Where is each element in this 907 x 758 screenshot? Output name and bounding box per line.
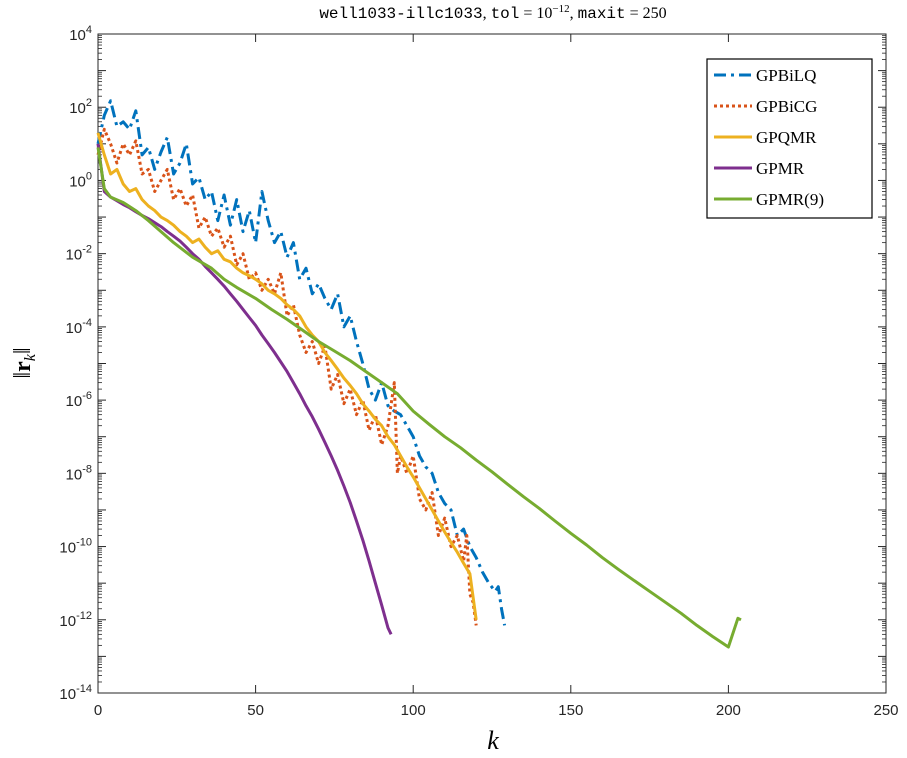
x-tick-label: 50 (247, 702, 264, 719)
title-tol-exp: −12 (552, 3, 569, 15)
y-tick-label: 10-14 (59, 683, 92, 703)
y-tick-label: 10-8 (66, 463, 92, 483)
title-sep1: , (483, 5, 491, 22)
y-tick-label: 10-12 (59, 610, 92, 630)
y-tick-label: 104 (69, 24, 92, 44)
legend: GPBiLQ GPBiCG GPQMR GPMR GPMR(9) (706, 58, 873, 219)
legend-label: GPBiLQ (756, 66, 816, 85)
x-axis-label: k (487, 726, 499, 755)
legend-label: GPMR(9) (756, 190, 824, 209)
y-axis-label-sub: k (22, 353, 39, 361)
title-tol-name: tol (491, 5, 520, 23)
series-line-gpqmr (96, 132, 478, 621)
title-sep2: , (570, 5, 578, 22)
y-tick-label: 10-2 (66, 244, 92, 264)
y-axis-label-close: ‖ (10, 347, 36, 354)
y-tick-labels: 104 102 100 10-2 10-4 10-6 10-8 10-10 10-12 10-14 (59, 24, 92, 703)
series-line-gpmr-9 (96, 147, 742, 649)
chart-title: well1033-illc1033, tol = 10−12, maxit = … (319, 3, 666, 23)
x-tick-label: 200 (716, 702, 741, 719)
legend-label: GPQMR (756, 128, 817, 147)
x-tick-labels: 0 50 100 150 200 250 (94, 702, 899, 719)
series-line-gpbilq (96, 99, 507, 626)
title-matrix: well1033-illc1033 (319, 5, 482, 23)
x-tick-label: 150 (558, 702, 583, 719)
y-tick-label: 10-10 (59, 537, 92, 557)
y-axis-label: ‖rk‖ (10, 347, 39, 378)
y-tick-label: 10-4 (66, 317, 92, 337)
title-maxit-name: maxit (578, 5, 626, 23)
y-tick-label: 102 (69, 97, 92, 117)
series-line-gpbicg (96, 127, 478, 626)
y-tick-label: 100 (69, 170, 92, 190)
y-tick-label: 10-6 (66, 390, 92, 410)
x-tick-label: 250 (873, 702, 898, 719)
legend-label: GPMR (756, 159, 805, 178)
x-tick-label: 0 (94, 702, 102, 719)
legend-label: GPBiCG (756, 97, 817, 116)
y-axis-label-open: ‖ (10, 372, 36, 379)
legend-items: GPBiLQ GPBiCG GPQMR GPMR GPMR(9) (714, 66, 824, 209)
x-tick-label: 100 (401, 702, 426, 719)
y-axis-label-bold: r (10, 361, 36, 372)
title-tol-eq: = 10 (519, 5, 552, 22)
title-maxit-eq: = 250 (626, 5, 667, 22)
series-layer (96, 99, 742, 649)
